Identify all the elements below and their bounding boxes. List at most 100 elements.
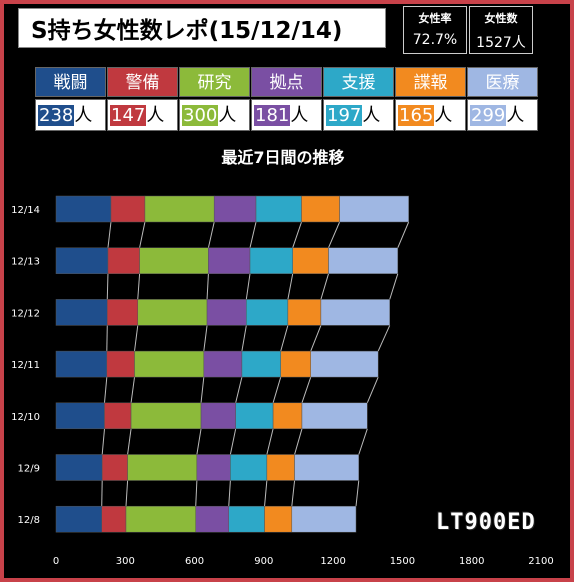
series-line [229,428,237,455]
series-line [203,325,208,352]
category-count-value: 300 [182,105,219,126]
bar-segment [130,402,202,430]
series-line [125,480,129,507]
series-line [127,428,132,455]
series-line [292,221,302,248]
bar-segment [301,195,340,223]
series-line [200,377,205,403]
female-rate-value: 72.7% [412,32,458,48]
category-count-value: 181 [254,105,291,126]
category-count-3: 300人 [179,99,250,131]
series-line [377,325,391,352]
bar-segment [249,247,293,274]
series-line [266,428,274,455]
x-tick-label: 600 [185,556,204,567]
bar-segment [255,195,302,223]
category-count-6: 165人 [395,99,466,131]
y-tick-label: 12/8 [18,515,40,526]
bar-segment [203,350,243,378]
series-line [294,428,303,455]
series-line [389,273,399,300]
bar-segment [246,299,289,326]
bar-segment [127,454,198,481]
watermark-text: LT900ED [436,510,536,535]
bar-segment [101,454,128,481]
category-count-unit: 人 [362,105,381,126]
bar-segment [339,195,409,223]
bar-segment [55,195,112,223]
series-line [207,221,215,248]
female-count-label: 女性数 [484,12,518,25]
series-line [104,377,108,403]
category-count-unit: 人 [434,105,453,126]
series-line [291,480,296,507]
series-line [101,428,105,455]
bar-segment [107,299,139,326]
bar-segment [266,454,295,481]
y-tick-label: 12/10 [11,412,40,423]
title-box: S持ち女性数レポ(15/12/14) [18,8,386,48]
series-line [310,325,322,352]
female-count-value: 1527人 [476,35,526,51]
bar-segment [208,247,251,274]
bar-segment [291,505,357,533]
female-count-stat: 女性数 1527人 [469,6,533,54]
category-label-7: 医療 [467,67,538,97]
series-line [280,325,289,352]
category-label-6: 諜報 [395,67,466,97]
y-tick-label: 12/12 [11,308,40,319]
bar-segment [55,350,108,378]
category-count-unit: 人 [290,105,309,126]
y-tick-label: 12/14 [11,205,40,216]
series-line [134,325,139,352]
bar-segment [101,505,127,533]
bar-segment [241,350,281,378]
category-count-4: 181人 [251,99,322,131]
y-tick-label: 12/9 [18,464,40,475]
category-label-3: 研究 [179,67,250,97]
category-count-value: 165 [398,105,435,126]
category-count-value: 147 [110,105,147,126]
series-line [196,428,202,455]
series-line [228,480,231,507]
bar-segment [200,402,236,430]
series-line [241,325,247,352]
x-tick-label: 300 [116,556,135,567]
series-line [139,221,146,248]
female-rate-stat: 女性率 72.7% [403,6,467,54]
category-count-unit: 人 [506,105,525,126]
series-line [130,377,136,403]
bar-segment [134,350,205,378]
series-line [287,273,294,300]
bar-segment [320,299,390,326]
bar-segment [272,402,303,430]
bar-segment [196,454,231,481]
bar-segment [55,402,105,430]
bar-segment [206,299,247,326]
chart-title: 最近7日間の推移 [221,148,345,167]
category-label-1: 戦闘 [35,67,106,97]
series-line [355,480,360,507]
series-line [245,273,251,300]
page-title: S持ち女性数レポ(15/12/14) [31,18,343,44]
female-rate-label: 女性率 [418,12,452,25]
bar-segment [228,505,265,533]
series-line [235,376,243,403]
series-line [272,376,282,403]
category-count-unit: 人 [74,105,93,126]
series-line [358,428,368,455]
series-line [195,480,198,507]
bar-segment [55,454,103,481]
category-label-4: 拠点 [251,67,322,97]
bar-segment [137,299,208,326]
x-tick-label: 1200 [320,556,345,567]
series-line [106,273,109,300]
series-line [320,273,330,300]
x-tick-label: 2100 [528,556,553,567]
category-count-unit: 人 [218,105,237,126]
series-line [328,221,341,248]
x-tick-label: 1800 [459,556,484,567]
series-line [264,480,268,507]
bar-segment [310,350,379,378]
